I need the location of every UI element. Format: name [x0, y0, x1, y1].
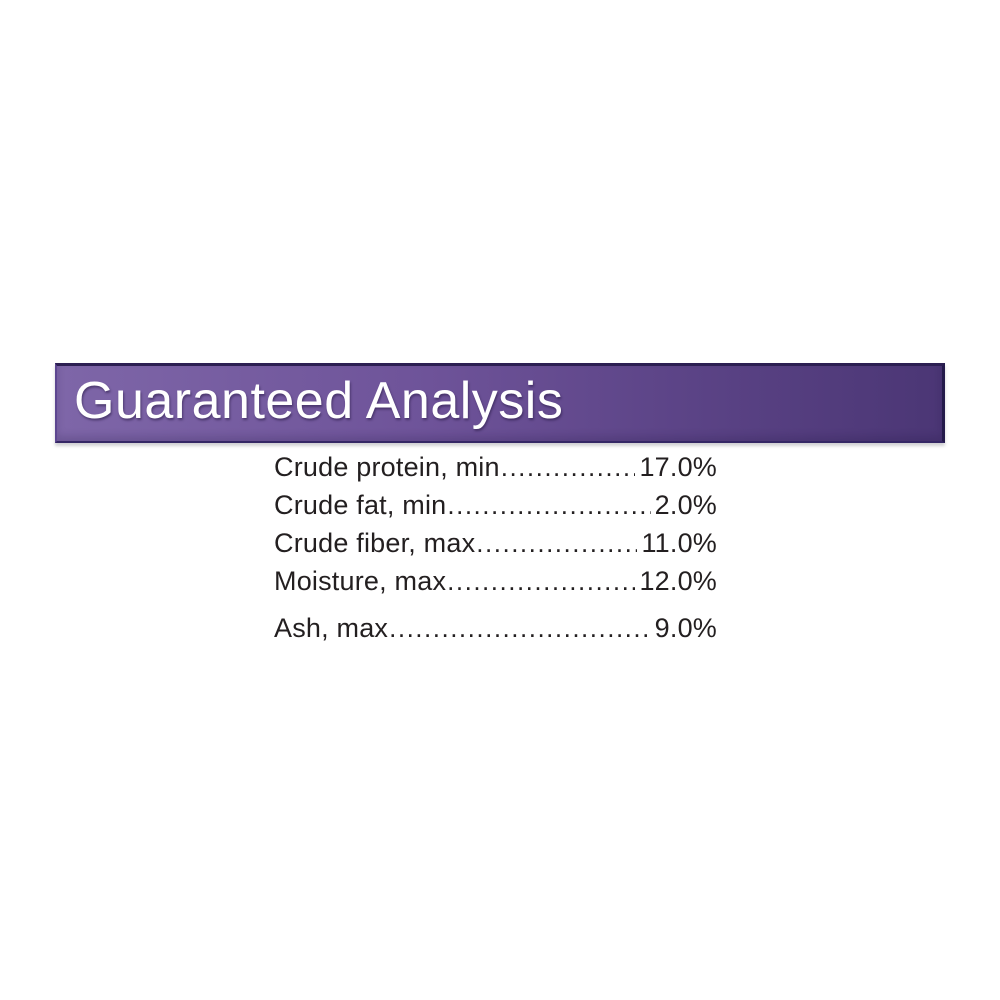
dot-leader: ........................................… [447, 566, 636, 596]
banner-title: Guaranteed Analysis [74, 371, 564, 430]
nutrient-value: 11.0% [641, 528, 717, 558]
nutrient-value: 17.0% [639, 452, 717, 482]
nutrient-label: Moisture, max [274, 566, 447, 596]
dot-leader: ........................................… [447, 490, 650, 520]
dot-leader: ........................................… [500, 452, 636, 482]
analysis-row: Crude protein, min......................… [274, 452, 717, 490]
nutrient-value: 2.0% [654, 490, 717, 520]
nutrient-label: Crude fiber, max [274, 528, 476, 558]
nutrient-value: 12.0% [639, 566, 717, 596]
analysis-row: Moisture, max...........................… [274, 566, 717, 604]
analysis-row: Crude fat, min..........................… [274, 490, 717, 528]
analysis-row: Crude fiber, max........................… [274, 528, 717, 566]
nutrient-value: 9.0% [654, 613, 717, 643]
guaranteed-analysis-banner: Guaranteed Analysis [55, 363, 945, 443]
analysis-row: Ash, max................................… [274, 613, 717, 651]
nutrient-label: Ash, max [274, 613, 389, 643]
dot-leader: ........................................… [389, 613, 651, 643]
analysis-rows: Crude protein, min......................… [274, 452, 717, 651]
nutrient-label: Crude protein, min [274, 452, 500, 482]
nutrient-label: Crude fat, min [274, 490, 447, 520]
dot-leader: ........................................… [476, 528, 637, 558]
